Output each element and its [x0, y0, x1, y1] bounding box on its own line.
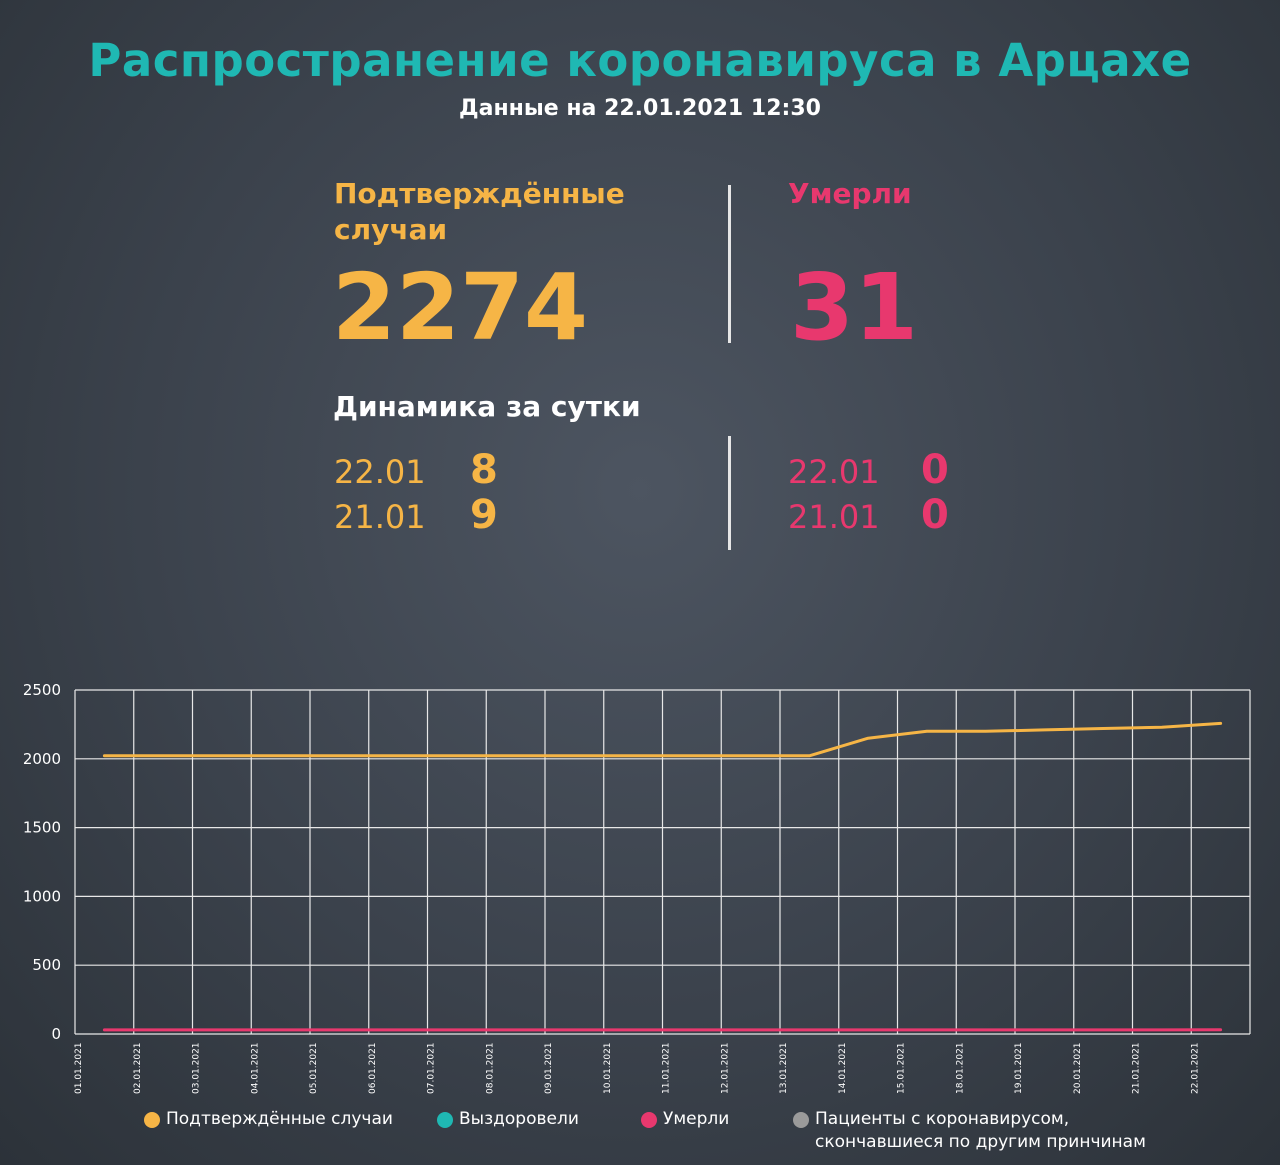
legend-label-recovered: Выздоровели: [459, 1109, 579, 1129]
x-tick-label: 09.01.2021: [544, 1042, 554, 1094]
data-point: [573, 1029, 576, 1031]
data-point: [691, 754, 693, 757]
x-tick-label: 01.01.2021: [74, 1042, 84, 1094]
legend-label-confirmed: Подтверждённые случаи: [166, 1109, 393, 1129]
y-tick-label: 0: [51, 1025, 61, 1043]
x-tick-label: 14.01.2021: [838, 1042, 848, 1094]
data-point: [1161, 1029, 1163, 1031]
data-point: [984, 730, 987, 733]
data-point: [279, 1029, 282, 1031]
data-point: [221, 1029, 223, 1031]
data-point: [984, 1029, 987, 1031]
divider-top: [728, 185, 731, 343]
x-tick-label: 20.01.2021: [1073, 1042, 1083, 1094]
data-point: [808, 754, 811, 757]
data-point: [867, 737, 869, 739]
data-point: [162, 754, 164, 757]
data-point: [1219, 1028, 1222, 1031]
x-tick-label: 11.01.2021: [662, 1042, 672, 1094]
data-point: [221, 754, 223, 757]
data-point: [1102, 1029, 1104, 1031]
data-point: [867, 1029, 869, 1031]
data-point: [808, 1029, 811, 1031]
x-tick-label: 22.01.2021: [1190, 1042, 1200, 1094]
data-point: [338, 754, 341, 757]
y-tick-label: 2000: [23, 750, 61, 768]
data-point: [1219, 722, 1222, 725]
deaths-label: Умерли: [788, 177, 912, 210]
confirmed-total: 2274: [332, 254, 589, 361]
divider-bottom: [728, 436, 731, 550]
data-point: [1102, 727, 1104, 730]
x-tick-label: 12.01.2021: [720, 1042, 730, 1094]
data-point: [456, 1029, 458, 1031]
x-tick-label: 07.01.2021: [427, 1042, 437, 1094]
data-point: [632, 754, 634, 757]
data-point: [456, 754, 458, 757]
y-tick-label: 1000: [23, 887, 61, 905]
data-point: [397, 1029, 399, 1031]
cases-line-chart: 0 500 1000 1500 2000 2500 01.01.2021 02.01.2021…: [23, 681, 1251, 1094]
x-tick-label: 15.01.2021: [897, 1042, 907, 1094]
y-tick-label: 500: [32, 956, 61, 974]
legend-label-other-causes-line1: Пациенты с коронавирусом,: [815, 1109, 1070, 1129]
x-tick-label: 06.01.2021: [368, 1042, 378, 1094]
legend-label-deaths: Умерли: [663, 1109, 730, 1129]
confirmed-label: Подтверждённые случаи: [334, 177, 625, 246]
data-point: [1043, 1029, 1046, 1031]
x-tick-label: 04.01.2021: [250, 1042, 260, 1094]
legend-swatch-other-causes: [793, 1112, 809, 1128]
daily-deaths-value: 0: [921, 492, 949, 538]
y-tick-label: 2500: [23, 681, 61, 699]
x-tick-label: 18.01.2021: [955, 1042, 965, 1094]
data-point: [926, 730, 928, 733]
x-tick-label: 21.01.2021: [1132, 1042, 1142, 1094]
legend-swatch-confirmed: [144, 1112, 160, 1128]
x-tick-label: 10.01.2021: [603, 1042, 613, 1094]
data-point: [279, 754, 282, 757]
daily-deaths-date: 22.01: [788, 453, 880, 491]
legend-swatch-recovered: [437, 1112, 453, 1128]
data-point: [573, 754, 576, 757]
x-tick-label: 03.01.2021: [192, 1042, 202, 1094]
daily-confirmed-value: 8: [470, 447, 498, 493]
legend-label-other-causes: Пациенты с коронавирусом, скончавшиеся п…: [815, 1108, 1146, 1154]
data-point: [397, 754, 399, 757]
page-title: Распространение коронавируса в Арцахе: [88, 34, 1192, 87]
data-point: [103, 1029, 106, 1031]
legend-label-other-causes-line2: скончавшиеся по другим принчинам: [815, 1132, 1146, 1152]
y-tick-label: 1500: [23, 819, 61, 837]
x-tick-label: 08.01.2021: [485, 1042, 495, 1094]
data-timestamp: Данные на 22.01.2021 12:30: [459, 96, 821, 121]
daily-confirmed-date: 22.01: [334, 453, 426, 491]
data-point: [926, 1029, 928, 1031]
series-line: [102, 721, 1223, 758]
data-point: [514, 1029, 517, 1031]
x-tick-label: 19.01.2021: [1014, 1042, 1024, 1094]
data-point: [514, 754, 517, 757]
data-point: [162, 1029, 164, 1031]
daily-deaths-date: 21.01: [788, 498, 880, 536]
legend-swatch-deaths: [641, 1112, 657, 1128]
daily-dynamics-title: Динамика за сутки: [333, 390, 641, 423]
data-point: [749, 1029, 752, 1031]
data-point: [691, 1029, 693, 1031]
daily-confirmed-date: 21.01: [334, 498, 426, 536]
data-point: [632, 1029, 634, 1031]
data-point: [749, 754, 752, 757]
data-point: [1161, 726, 1163, 728]
data-point: [103, 754, 106, 757]
daily-deaths-value: 0: [921, 447, 949, 493]
x-tick-label: 13.01.2021: [779, 1042, 789, 1094]
deaths-total: 31: [790, 254, 919, 361]
daily-confirmed-value: 9: [470, 492, 498, 538]
x-tick-label: 02.01.2021: [133, 1042, 143, 1094]
data-point: [338, 1029, 341, 1031]
x-tick-label: 05.01.2021: [309, 1042, 319, 1094]
data-point: [1043, 729, 1046, 731]
